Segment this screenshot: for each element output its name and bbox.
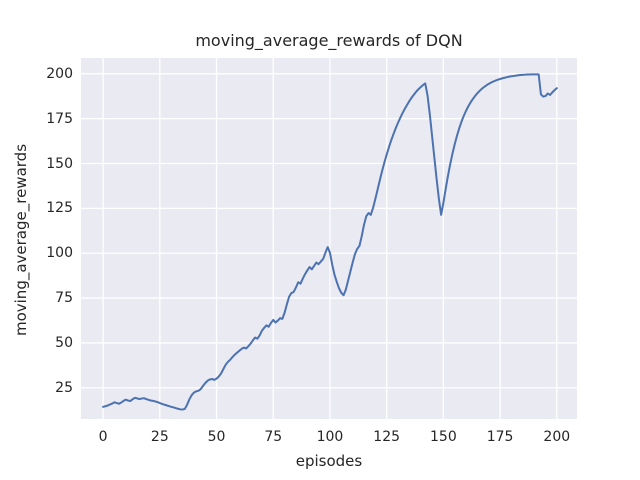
plot-area [81, 58, 577, 419]
y-tick-label: 25 [55, 379, 73, 396]
x-tick-label: 0 [98, 429, 108, 445]
chart-title: moving_average_rewards of DQN [195, 31, 463, 50]
x-tick-label: 200 [543, 429, 571, 445]
y-tick-label: 100 [46, 245, 73, 262]
y-axis-label: moving_average_rewards [12, 143, 30, 337]
reward-line [102, 73, 558, 411]
y-tick-label: 75 [55, 290, 73, 307]
x-axis-label: episodes [295, 452, 363, 470]
x-tick-label: 50 [207, 429, 226, 445]
x-tick-label: 100 [316, 429, 344, 445]
y-tick-label: 175 [46, 110, 73, 127]
y-tick-label: 125 [46, 200, 73, 217]
x-tick-label: 75 [264, 429, 283, 445]
x-tick-label: 25 [150, 429, 169, 445]
y-tick-label: 200 [46, 65, 73, 82]
y-tick-label: 150 [46, 155, 73, 172]
x-tick-label: 175 [486, 429, 514, 445]
x-tick-label: 125 [373, 429, 401, 445]
x-tick-label: 150 [430, 429, 457, 445]
y-tick-label: 50 [55, 334, 73, 351]
